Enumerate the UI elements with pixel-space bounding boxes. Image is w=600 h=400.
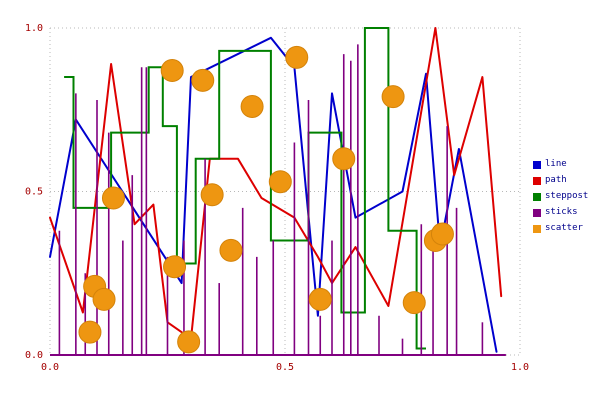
legend-item-path: path (533, 174, 588, 187)
legend-swatch-scatter-icon (533, 224, 541, 233)
legend-item-line: line (533, 158, 588, 171)
legend-label-line: line (545, 159, 567, 169)
svg-text:0.0: 0.0 (25, 350, 43, 361)
legend-label-sticks: sticks (545, 207, 578, 217)
svg-text:1.0: 1.0 (25, 23, 43, 34)
legend-label-steppost: steppost (545, 191, 589, 201)
legend-item-scatter: scatter (533, 222, 588, 235)
svg-text:0.0: 0.0 (41, 362, 59, 373)
legend-item-steppost: steppost (533, 190, 588, 203)
legend-swatch-sticks-icon (533, 208, 541, 217)
legend-item-sticks: sticks (533, 206, 588, 219)
legend-swatch-line-icon (533, 160, 541, 169)
svg-text:1.0: 1.0 (511, 362, 529, 373)
svg-text:0.5: 0.5 (276, 362, 294, 373)
svg-text:0.5: 0.5 (25, 187, 43, 198)
legend-swatch-steppost-icon (533, 192, 541, 201)
legend-swatch-path-icon (533, 176, 541, 185)
legend-label-scatter: scatter (545, 223, 583, 233)
legend-label-path: path (545, 175, 567, 185)
legend: line path steppost sticks scatter (533, 158, 588, 235)
